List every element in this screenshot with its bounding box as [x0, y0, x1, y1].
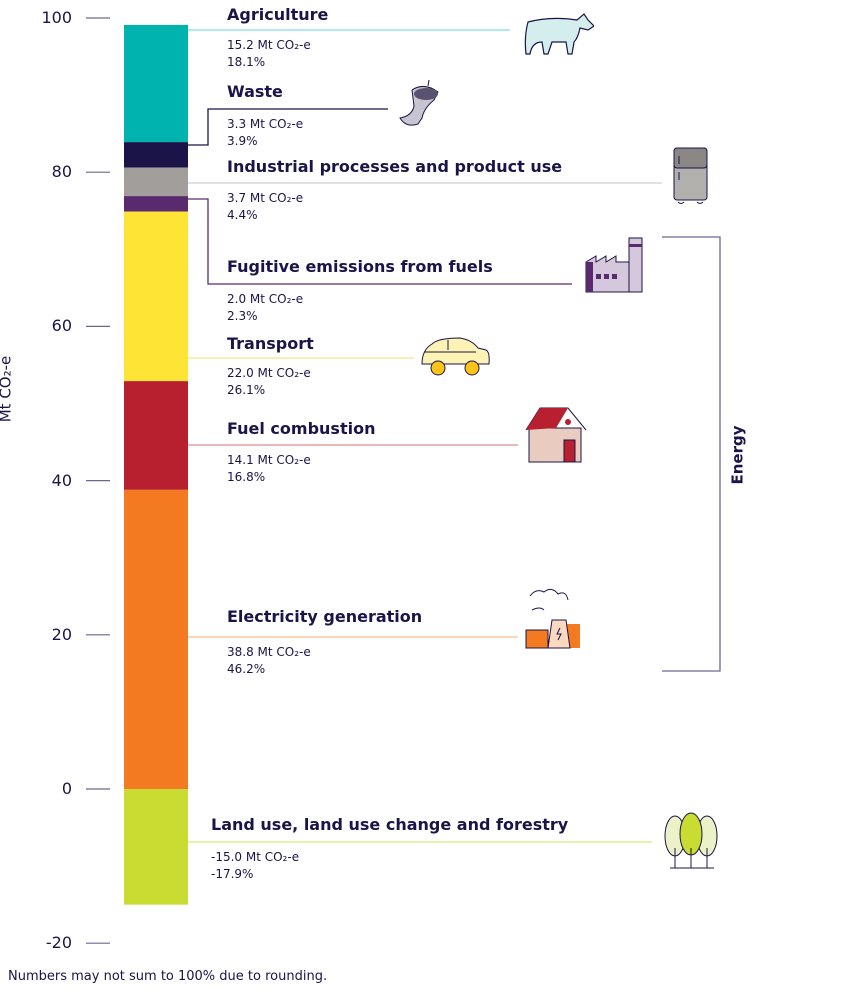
- y-tick-label: 0: [61, 779, 72, 798]
- y-tick-label: 60: [51, 316, 72, 336]
- value-label: -15.0 Mt CO₂-e: [211, 850, 300, 864]
- series-title: Electricity generation: [227, 607, 423, 626]
- series-values: 15.2 Mt CO₂-e 18.1%: [227, 37, 311, 71]
- series-values: -15.0 Mt CO₂-e -17.9%: [211, 849, 299, 883]
- leader-line: [188, 198, 572, 285]
- series-title: Transport: [227, 334, 314, 353]
- series-values: 2.0 Mt CO₂-e 2.3%: [227, 291, 303, 325]
- value-label: 15.2 Mt CO₂-e: [227, 38, 311, 52]
- series-title: Fugitive emissions from fuels: [227, 257, 493, 276]
- series-title: Agriculture: [227, 5, 329, 24]
- percent-label: 3.9%: [227, 134, 258, 148]
- y-tick-label: 100: [41, 8, 72, 27]
- value-label: 3.7 Mt CO₂-e: [227, 191, 304, 205]
- house-icon: [525, 407, 587, 463]
- bar-segment: [124, 167, 188, 197]
- value-label: 22.0 Mt CO₂-e: [227, 366, 311, 380]
- power-station-icon: [525, 588, 580, 649]
- series-title: Waste: [227, 82, 283, 101]
- series-title: Industrial processes and product use: [227, 157, 563, 176]
- y-tick-label: 80: [51, 162, 72, 182]
- value-label: 3.3 Mt CO₂-e: [227, 117, 304, 131]
- trees-icon: [664, 812, 718, 869]
- energy-bracket: [662, 236, 721, 672]
- bar-segment: [124, 24, 188, 143]
- apple-core-icon: [399, 79, 439, 126]
- cow-icon: [524, 13, 594, 55]
- bar-segment: [124, 381, 188, 490]
- y-tick-label: 40: [51, 470, 72, 490]
- percent-label: 26.1%: [227, 383, 266, 397]
- y-tick-label: -20: [45, 933, 72, 953]
- percent-label: 46.2%: [227, 662, 266, 676]
- fridge-icon: [673, 147, 708, 204]
- series-title: Land use, land use change and forestry: [211, 815, 569, 834]
- leader-line: [188, 108, 388, 146]
- bar-segment: [124, 489, 188, 789]
- percent-label: 16.8%: [227, 470, 266, 484]
- value-label: 14.1 Mt CO₂-e: [227, 453, 311, 467]
- value-label: 38.8 Mt CO₂-e: [227, 645, 311, 659]
- factory-icon: [585, 237, 643, 293]
- bar-segment: [124, 142, 188, 168]
- energy-group-label: Energy: [728, 425, 747, 485]
- value-label: 2.0 Mt CO₂-e: [227, 292, 304, 306]
- y-tick-label: 20: [51, 624, 72, 644]
- percent-label: 18.1%: [227, 55, 266, 69]
- bar-segment: [124, 211, 188, 382]
- series-values: 3.7 Mt CO₂-e 4.4%: [227, 190, 303, 224]
- footnote: Numbers may not sum to 100% due to round…: [8, 969, 328, 984]
- bar-segment: [124, 196, 188, 212]
- series-values: 22.0 Mt CO₂-e 26.1%: [227, 365, 311, 399]
- bar-segment: [124, 789, 188, 905]
- percent-label: -17.9%: [211, 867, 254, 881]
- percent-label: 2.3%: [227, 309, 258, 323]
- percent-label: 4.4%: [227, 208, 258, 222]
- series-values: 14.1 Mt CO₂-e 16.8%: [227, 452, 311, 486]
- y-axis-label: Mt CO₂-e: [0, 355, 15, 423]
- series-values: 38.8 Mt CO₂-e 46.2%: [227, 644, 311, 678]
- car-icon: [421, 337, 490, 376]
- series-values: 3.3 Mt CO₂-e 3.9%: [227, 116, 303, 150]
- series-title: Fuel combustion: [227, 419, 376, 438]
